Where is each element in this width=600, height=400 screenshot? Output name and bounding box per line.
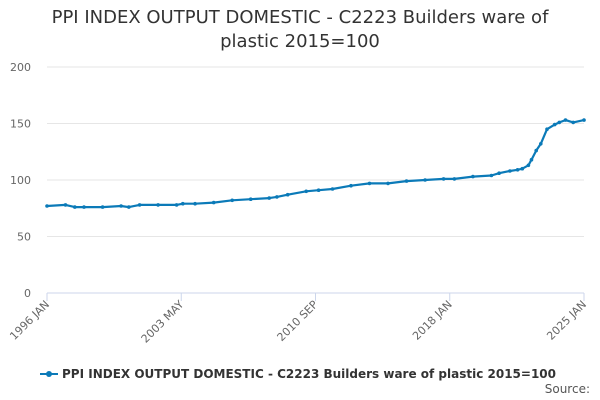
y-tick-label: 100 xyxy=(10,174,31,187)
y-tick-label: 0 xyxy=(24,287,31,300)
data-point xyxy=(534,148,538,153)
legend-marker-icon xyxy=(40,368,58,380)
data-point xyxy=(275,195,279,199)
data-point xyxy=(304,189,309,194)
data-point xyxy=(156,203,160,207)
series-line xyxy=(46,119,585,209)
data-point xyxy=(386,181,390,186)
legend[interactable]: PPI INDEX OUTPUT DOMESTIC - C2223 Builde… xyxy=(40,365,556,383)
data-point xyxy=(471,174,475,179)
data-point xyxy=(545,127,549,131)
series-layer xyxy=(45,118,586,209)
data-point xyxy=(137,203,142,207)
data-point xyxy=(330,187,335,191)
data-point xyxy=(349,183,353,188)
data-point xyxy=(193,201,197,206)
data-point xyxy=(529,157,534,162)
data-point xyxy=(82,205,86,209)
data-point xyxy=(316,188,321,192)
data-point xyxy=(539,142,543,146)
data-point xyxy=(515,168,520,172)
data-point xyxy=(248,197,253,201)
data-point xyxy=(174,203,179,207)
data-point xyxy=(441,177,446,181)
data-point xyxy=(552,122,557,127)
data-point xyxy=(526,163,531,168)
data-point xyxy=(563,118,568,122)
grid-layer xyxy=(47,66,584,237)
data-point xyxy=(63,203,68,207)
data-point xyxy=(230,198,234,203)
y-tick-label: 200 xyxy=(10,61,31,74)
y-tick-label: 150 xyxy=(10,118,31,131)
data-point xyxy=(267,196,272,200)
data-point xyxy=(404,179,409,183)
y-tick-label: 50 xyxy=(17,231,31,244)
x-axis: 1996 JAN 2003 MAY 2010 SEP 2018 JAN 2025 JAN xyxy=(7,292,589,346)
data-point xyxy=(520,166,525,171)
data-point xyxy=(181,201,185,206)
data-point xyxy=(557,120,562,125)
data-point xyxy=(73,205,77,209)
data-point xyxy=(582,118,586,122)
x-tick-label: 2003 MAY xyxy=(139,298,187,346)
data-point xyxy=(45,204,49,208)
x-tick-label: 2010 SEP xyxy=(275,298,321,344)
chart-title: PPI INDEX OUTPUT DOMESTIC - C2223 Builde… xyxy=(51,7,549,52)
data-point xyxy=(211,200,216,205)
x-tick-label: 2025 JAN xyxy=(544,298,589,343)
data-point xyxy=(489,173,494,178)
data-point xyxy=(497,171,501,175)
data-point xyxy=(452,177,457,181)
source-label: Source: xyxy=(544,382,590,396)
data-point xyxy=(508,169,512,173)
data-point xyxy=(100,205,105,209)
legend-label: PPI INDEX OUTPUT DOMESTIC - C2223 Builde… xyxy=(62,367,557,381)
data-point xyxy=(285,192,290,197)
data-point xyxy=(119,204,123,208)
data-point xyxy=(127,205,131,209)
data-point xyxy=(571,120,575,125)
y-axis: 0 50 100 150 200 xyxy=(10,61,31,300)
data-point xyxy=(423,178,427,182)
data-point xyxy=(367,181,372,186)
x-tick-label: 2018 JAN xyxy=(410,298,455,343)
x-tick-label: 1996 JAN xyxy=(7,298,52,343)
